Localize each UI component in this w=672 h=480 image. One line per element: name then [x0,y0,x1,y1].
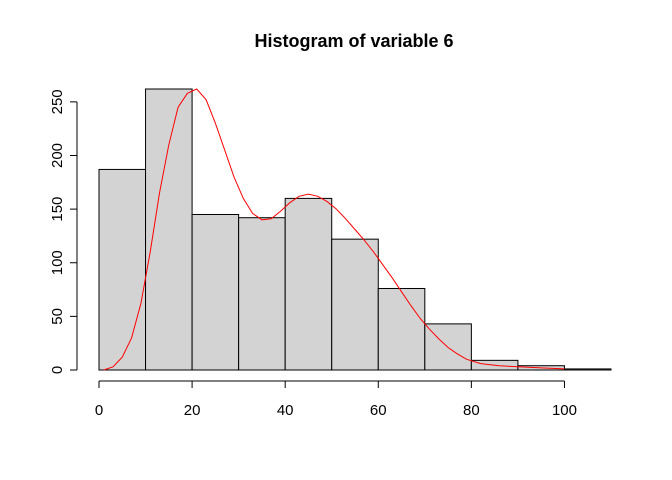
x-tick-label: 60 [370,402,387,419]
histogram-bar-2 [145,88,193,371]
y-tick-label: 50 [49,308,66,325]
histogram-bar-8 [424,323,472,371]
histogram-bar-3 [191,213,240,371]
y-tick-label: 200 [49,143,66,168]
histogram-bar-4 [238,217,286,371]
chart-title: Histogram of variable 6 [254,31,453,51]
histogram-bars [98,88,612,371]
density-curve-layer [103,88,565,371]
x-tick-label: 0 [95,402,103,419]
x-tick-label: 80 [463,402,480,419]
y-tick-label: 0 [49,366,66,374]
histogram-bar-7 [377,287,426,371]
density-curve [103,88,565,371]
y-tick-label: 150 [49,197,66,222]
y-axis: 0 50 100 150 200 250 [49,89,78,374]
x-tick-label: 100 [552,402,577,419]
histogram-bar-6 [331,238,379,371]
x-axis: 0 20 40 60 80 100 [95,380,577,419]
histogram-bar-1 [98,168,147,371]
x-tick-label: 40 [277,402,294,419]
histogram-bar-11 [563,368,612,371]
y-tick-label: 100 [49,250,66,275]
y-tick-label: 250 [49,89,66,114]
histogram-bar-5 [284,197,333,371]
x-tick-label: 20 [184,402,201,419]
